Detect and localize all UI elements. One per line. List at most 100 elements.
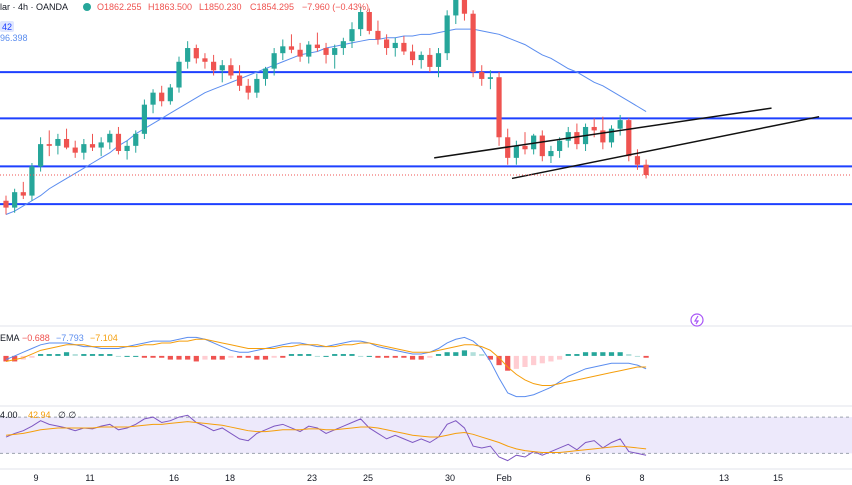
candle-body[interactable] xyxy=(608,128,615,143)
candle-body[interactable] xyxy=(167,87,173,102)
candle-body[interactable] xyxy=(150,92,156,105)
candle-body[interactable] xyxy=(401,42,407,52)
macd-histogram-bar xyxy=(643,355,649,358)
macd-histogram-bar xyxy=(366,355,372,357)
candle-body[interactable] xyxy=(185,48,191,62)
macd-histogram-bar xyxy=(384,355,390,358)
candle-body[interactable] xyxy=(306,44,312,57)
candle-body[interactable] xyxy=(202,58,208,62)
candle-body[interactable] xyxy=(332,48,338,55)
candle-body[interactable] xyxy=(409,51,416,61)
candle-body[interactable] xyxy=(72,147,78,153)
candle-body[interactable] xyxy=(392,42,398,49)
candle-body[interactable] xyxy=(3,200,9,208)
candle-body[interactable] xyxy=(522,145,528,150)
candle-body[interactable] xyxy=(38,144,44,167)
candle-body[interactable] xyxy=(634,156,641,165)
candle-body[interactable] xyxy=(211,61,217,71)
candle-body[interactable] xyxy=(349,29,355,42)
candle-body[interactable] xyxy=(219,65,225,71)
candle-body[interactable] xyxy=(358,12,364,30)
candle-body[interactable] xyxy=(461,0,468,14)
candle-body[interactable] xyxy=(539,135,545,157)
candle-body[interactable] xyxy=(323,48,329,55)
candle-body[interactable] xyxy=(46,144,52,146)
candle-body[interactable] xyxy=(470,13,476,73)
candle-body[interactable] xyxy=(29,166,35,196)
macd-histogram-bar xyxy=(487,355,493,360)
candle-body[interactable] xyxy=(89,144,96,148)
candle-body[interactable] xyxy=(557,140,563,151)
macd-histogram-bar xyxy=(600,352,606,356)
candle-body[interactable] xyxy=(444,15,450,54)
candle-body[interactable] xyxy=(280,46,286,54)
macd-histogram-bar xyxy=(29,355,35,358)
macd-histogram-bar xyxy=(557,355,563,360)
candle-body[interactable] xyxy=(617,120,623,129)
rsi-value-1: 4.00 xyxy=(0,410,18,420)
macd-histogram-bar xyxy=(133,355,139,357)
candle-body[interactable] xyxy=(12,192,18,208)
candle-body[interactable] xyxy=(600,130,606,143)
candle-body[interactable] xyxy=(314,44,320,49)
candle-body[interactable] xyxy=(531,135,537,150)
macd-histogram-bar xyxy=(513,355,519,369)
candle-body[interactable] xyxy=(20,192,26,196)
candle-body[interactable] xyxy=(55,138,61,146)
channel-trend-line[interactable] xyxy=(434,107,772,159)
macd-histogram-bar xyxy=(358,355,364,357)
macd-label: EMA xyxy=(0,333,20,343)
candle-body[interactable] xyxy=(236,75,243,86)
candle-body[interactable] xyxy=(98,142,104,148)
candle-body[interactable] xyxy=(176,61,182,88)
candle-body[interactable] xyxy=(228,65,234,76)
macd-histogram-bar xyxy=(314,355,320,357)
candle-body[interactable] xyxy=(375,30,381,40)
macd-histogram-bar xyxy=(193,355,199,362)
candle-body[interactable] xyxy=(427,54,433,67)
candle-body[interactable] xyxy=(513,145,519,158)
candle-body[interactable] xyxy=(81,144,87,153)
candle-body[interactable] xyxy=(115,133,122,151)
macd-value-1: −0.688 xyxy=(22,333,50,343)
candle-body[interactable] xyxy=(245,85,251,93)
candle-body[interactable] xyxy=(626,120,632,157)
candle-body[interactable] xyxy=(271,53,277,69)
candle-body[interactable] xyxy=(384,39,390,49)
candle-body[interactable] xyxy=(107,133,113,143)
macd-histogram-bar xyxy=(280,355,286,358)
candle-body[interactable] xyxy=(565,132,571,141)
candle-body[interactable] xyxy=(479,72,485,79)
market-status-icon xyxy=(83,3,91,11)
macd-histogram-bar xyxy=(211,355,217,360)
candle-body[interactable] xyxy=(574,132,580,145)
candle-body[interactable] xyxy=(340,41,346,49)
candle-body[interactable] xyxy=(591,126,597,131)
candle-body[interactable] xyxy=(366,12,372,31)
candle-body[interactable] xyxy=(262,68,269,79)
candle-body[interactable] xyxy=(297,49,303,57)
candle-body[interactable] xyxy=(418,54,424,61)
candle-body[interactable] xyxy=(133,133,139,146)
candle-body[interactable] xyxy=(643,164,649,176)
candle-body[interactable] xyxy=(159,92,165,102)
candle-body[interactable] xyxy=(141,104,147,134)
lightning-icon-glyph xyxy=(693,315,700,325)
lightning-icon[interactable] xyxy=(690,313,704,327)
candle-body[interactable] xyxy=(487,77,493,79)
candle-body[interactable] xyxy=(435,53,442,67)
candle-body[interactable] xyxy=(124,145,130,151)
candle-body[interactable] xyxy=(288,46,295,50)
ma-badge[interactable] xyxy=(0,21,14,32)
candle-body[interactable] xyxy=(254,78,260,93)
x-tick-label: 8 xyxy=(639,473,644,483)
macd-histogram-bar xyxy=(124,355,130,357)
candle-body[interactable] xyxy=(63,138,70,148)
macd-histogram-bar xyxy=(461,350,468,356)
candle-body[interactable] xyxy=(453,0,459,16)
channel-trend-line[interactable] xyxy=(511,115,820,180)
candle-body[interactable] xyxy=(496,77,502,138)
candle-body[interactable] xyxy=(548,150,554,157)
candle-body[interactable] xyxy=(193,48,199,59)
